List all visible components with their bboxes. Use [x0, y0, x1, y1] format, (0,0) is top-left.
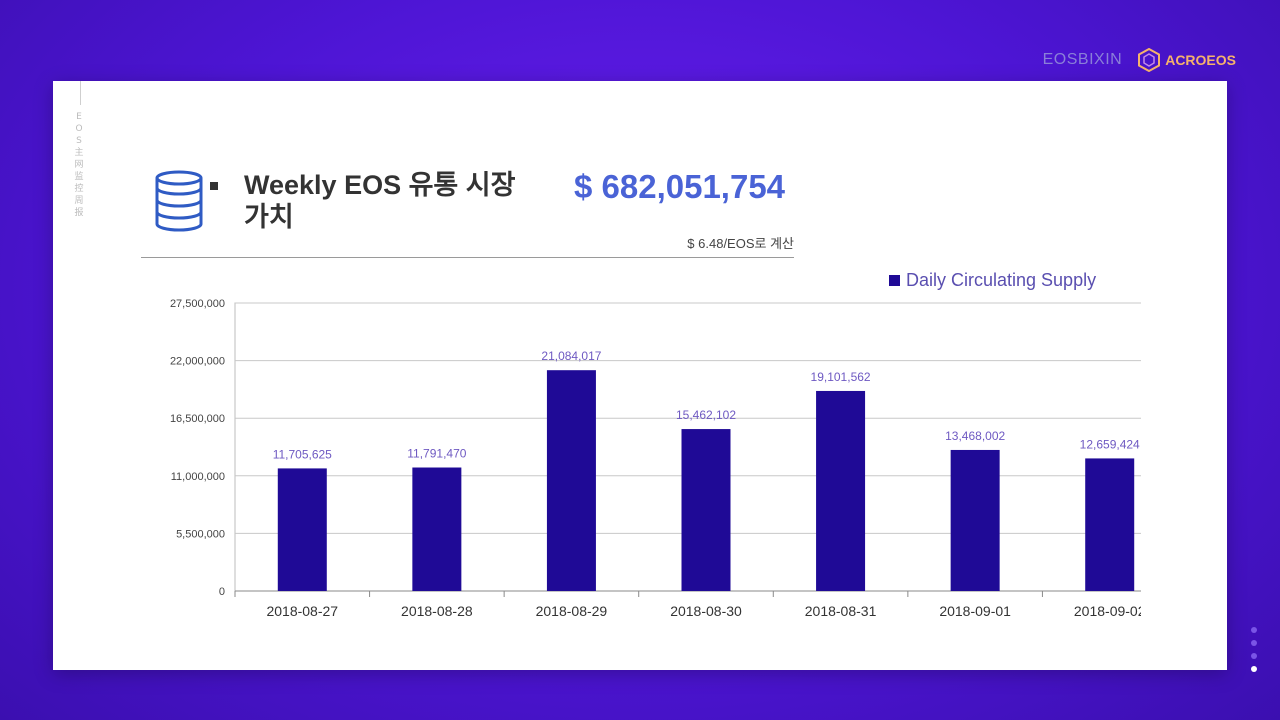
rate-note: $ 6.48/EOS로 계산 [687, 236, 794, 251]
x-tick-label: 2018-08-30 [670, 603, 742, 619]
title-divider [141, 257, 794, 258]
y-tick-label: 27,500,000 [170, 298, 225, 310]
x-tick-label: 2018-09-02 [1074, 603, 1141, 619]
hexagon-logo-icon [1138, 48, 1161, 72]
x-tick-label: 2018-08-27 [266, 603, 338, 619]
database-icon [155, 170, 203, 232]
page-dot[interactable] [1251, 627, 1257, 633]
bar [816, 390, 866, 591]
page-indicator [1251, 627, 1257, 672]
page-dot[interactable] [1251, 666, 1257, 672]
bar [950, 449, 1000, 591]
bar [1085, 458, 1135, 591]
x-tick-label: 2018-08-28 [401, 603, 473, 619]
x-tick-label: 2018-08-29 [536, 603, 608, 619]
acroeos-logo-text: ACROEOS [1165, 52, 1236, 68]
x-tick-label: 2018-08-31 [805, 603, 877, 619]
market-value: $ 682,051,754 [574, 168, 786, 205]
page-dot[interactable] [1251, 640, 1257, 646]
data-label: 11,705,625 [273, 447, 332, 461]
y-tick-label: 5,500,000 [176, 528, 225, 540]
bar [277, 468, 327, 591]
legend-swatch [889, 275, 900, 286]
y-tick-label: 16,500,000 [170, 413, 225, 425]
title-bullet [210, 182, 218, 190]
bar [546, 370, 596, 591]
vertical-divider [80, 81, 81, 105]
data-label: 19,101,562 [811, 370, 871, 384]
page-dot[interactable] [1251, 653, 1257, 659]
data-label: 11,791,470 [407, 447, 466, 461]
data-label: 13,468,002 [945, 429, 1005, 443]
y-tick-label: 11,000,000 [171, 471, 225, 483]
y-tick-label: 22,000,000 [170, 356, 225, 368]
bar [681, 429, 731, 591]
y-tick-label: 0 [219, 586, 225, 598]
legend-label: Daily Circulating Supply [906, 270, 1097, 290]
data-label: 15,462,102 [676, 408, 736, 422]
eosbixin-label: EOSBIXIN [1042, 51, 1123, 68]
data-label: 21,084,017 [541, 349, 601, 363]
data-label: 12,659,424 [1080, 437, 1140, 451]
chart-legend: Daily Circulating Supply [889, 270, 1096, 291]
x-tick-label: 2018-09-01 [939, 603, 1011, 619]
bar [412, 467, 462, 591]
acroeos-logo: ACROEOS [1138, 48, 1236, 72]
page-title: Weekly EOS 유통 시장 가치 [244, 170, 516, 232]
bar-chart: 0 5,500,000 11,000,000 16,500,000 22,000,000… [170, 298, 1141, 619]
top-brand: EOSBIXIN ACROEOS [1043, 48, 1236, 72]
